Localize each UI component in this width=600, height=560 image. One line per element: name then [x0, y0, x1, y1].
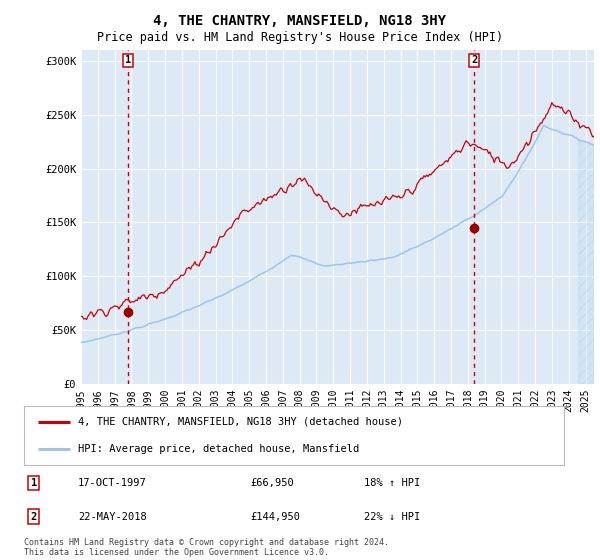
Text: 17-OCT-1997: 17-OCT-1997	[78, 478, 147, 488]
Text: Contains HM Land Registry data © Crown copyright and database right 2024.
This d: Contains HM Land Registry data © Crown c…	[24, 538, 389, 557]
Text: HPI: Average price, detached house, Mansfield: HPI: Average price, detached house, Mans…	[78, 444, 359, 454]
Text: 4, THE CHANTRY, MANSFIELD, NG18 3HY (detached house): 4, THE CHANTRY, MANSFIELD, NG18 3HY (det…	[78, 417, 403, 427]
Text: 2: 2	[471, 55, 478, 66]
Text: 2: 2	[31, 512, 37, 521]
Text: £144,950: £144,950	[251, 512, 301, 521]
Text: 4, THE CHANTRY, MANSFIELD, NG18 3HY: 4, THE CHANTRY, MANSFIELD, NG18 3HY	[154, 14, 446, 28]
Text: 22% ↓ HPI: 22% ↓ HPI	[364, 512, 421, 521]
Text: 1: 1	[125, 55, 131, 66]
Text: 1: 1	[31, 478, 37, 488]
Text: £66,950: £66,950	[251, 478, 295, 488]
Text: Price paid vs. HM Land Registry's House Price Index (HPI): Price paid vs. HM Land Registry's House …	[97, 31, 503, 44]
Text: 22-MAY-2018: 22-MAY-2018	[78, 512, 147, 521]
Text: 18% ↑ HPI: 18% ↑ HPI	[364, 478, 421, 488]
